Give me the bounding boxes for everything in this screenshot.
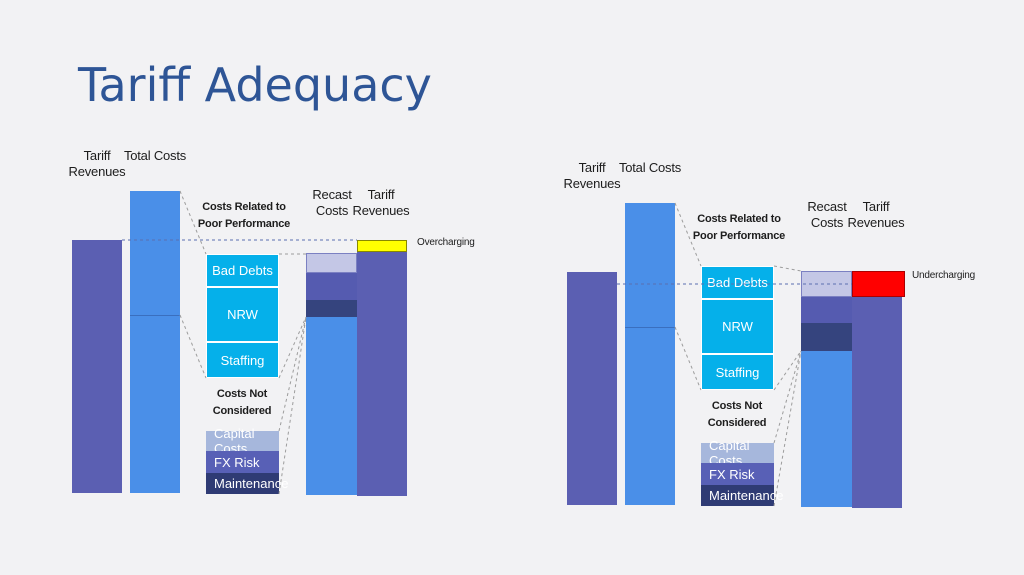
d1-label-total-costs: Total Costs <box>123 148 187 163</box>
d2-segment-nrw: NRW <box>701 299 774 354</box>
d1-label-indicator: Overcharging <box>417 237 475 248</box>
d1-label-poor-performance: Costs Related to Poor Performance <box>197 201 291 230</box>
d1-bar-tariff-revenues <box>72 240 122 493</box>
d2-bar-total-costs-lower <box>625 327 675 505</box>
d1-bar-total-costs-divider <box>130 315 180 316</box>
d2-segment-staffing: Staffing <box>701 354 774 390</box>
d2-connector-line <box>773 350 802 444</box>
d1-segment-fx-risk: FX Risk <box>206 451 279 473</box>
d2-label-total-costs: Total Costs <box>618 160 682 175</box>
d2-connector-line <box>773 350 802 391</box>
d1-label-tariff-revenues: Tariff Revenues <box>68 148 126 180</box>
d2-label-recast-costs: Recast Costs <box>807 199 847 231</box>
d2-label-tariff-revenues-right: Tariff Revenues <box>847 199 905 231</box>
d1-label-recast-costs: Recast Costs <box>312 187 352 219</box>
d1-bar-tariff-revenues-right <box>357 252 407 496</box>
d2-recast-dark <box>801 323 852 351</box>
d1-segment-maintenance: Maintenance <box>206 473 288 494</box>
d1-segment-staffing: Staffing <box>206 342 279 378</box>
d1-overcharging-box <box>357 240 407 252</box>
d2-connector-line <box>674 326 702 391</box>
d2-connector-line <box>773 350 802 507</box>
d2-label-tariff-revenues: Tariff Revenues <box>563 160 621 192</box>
d2-bar-total-costs-upper <box>625 203 675 327</box>
d2-segment-capital-costs: Capital Costs <box>701 438 774 468</box>
d2-bar-tariff-revenues-right <box>852 285 902 508</box>
slide-title: Tariff Adequacy <box>78 58 432 112</box>
d2-recast-mid <box>801 297 852 323</box>
d2-segment-bad-debts: Bad Debts <box>701 266 774 299</box>
d1-bar-total-costs-upper <box>130 191 180 315</box>
d2-recast-top <box>801 271 852 297</box>
d2-undercharging-box <box>852 271 905 297</box>
d1-segment-capital-costs: Capital Costs <box>206 426 279 456</box>
d2-bar-tariff-revenues <box>567 272 617 505</box>
d2-recast-lower <box>801 351 852 507</box>
d1-recast-mid <box>306 273 357 300</box>
d2-connector-line <box>773 265 802 272</box>
d1-connector-line <box>278 316 307 432</box>
d1-connector-line <box>179 314 207 379</box>
d1-recast-lower <box>306 317 357 495</box>
d1-segment-bad-debts: Bad Debts <box>206 254 279 287</box>
d1-recast-dark <box>306 300 357 317</box>
d1-label-tariff-revenues-right: Tariff Revenues <box>352 187 410 219</box>
d2-label-poor-performance: Costs Related to Poor Performance <box>692 213 786 242</box>
d1-connector-line <box>278 316 307 495</box>
d2-label-not-considered: Costs Not Considered <box>707 400 767 429</box>
d1-label-not-considered: Costs Not Considered <box>212 388 272 417</box>
d1-bar-total-costs-lower <box>130 315 180 493</box>
d1-segment-nrw: NRW <box>206 287 279 342</box>
d2-segment-fx-risk: FX Risk <box>701 463 774 485</box>
d1-connector-line <box>278 316 307 379</box>
d1-recast-top <box>306 253 357 273</box>
d2-segment-maintenance: Maintenance <box>701 485 783 506</box>
d2-label-indicator: Undercharging <box>912 270 975 281</box>
d2-bar-total-costs-divider <box>625 327 675 328</box>
